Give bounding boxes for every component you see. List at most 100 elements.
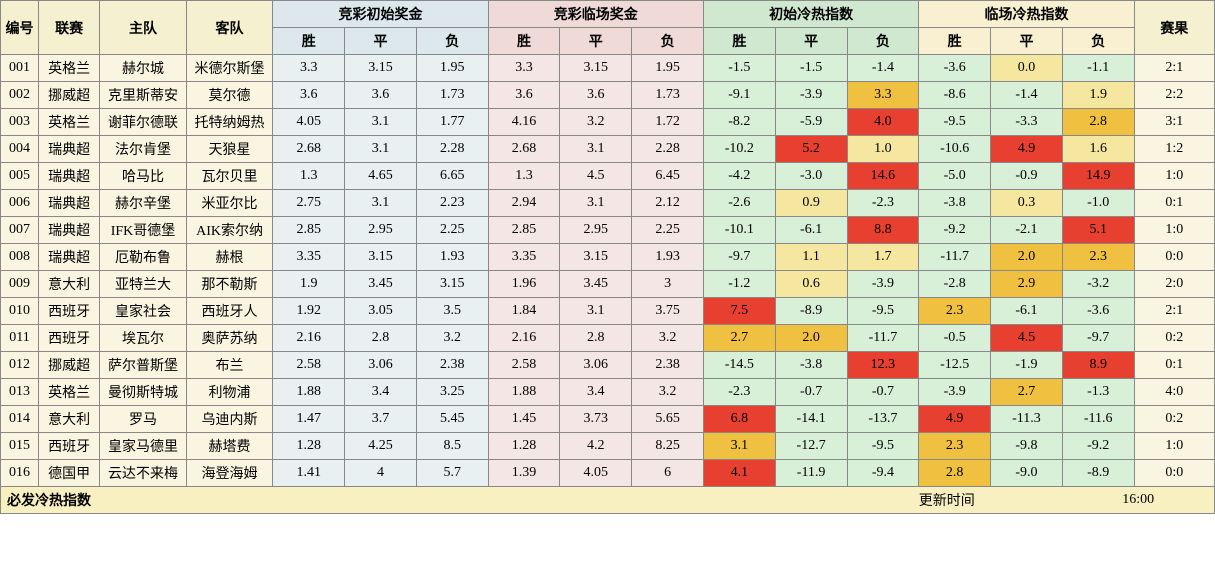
hdr-hl-win: 胜 — [919, 28, 991, 55]
cell-league: 瑞典超 — [39, 244, 100, 271]
table-row: 010西班牙皇家社会西班牙人1.923.053.51.843.13.757.5-… — [1, 298, 1215, 325]
cell-away: 托特纳姆热 — [186, 109, 273, 136]
cell-odds-live-2: 2.25 — [632, 217, 704, 244]
cell-hot-init-0: 4.1 — [703, 460, 775, 487]
cell-odds-init-1: 3.4 — [345, 379, 417, 406]
cell-odds-live-1: 3.6 — [560, 82, 632, 109]
cell-result: 0:2 — [1134, 325, 1214, 352]
cell-hot-init-1: -3.8 — [775, 352, 847, 379]
cell-odds-init-0: 1.92 — [273, 298, 345, 325]
cell-hot-live-0: -2.8 — [919, 271, 991, 298]
cell-id: 015 — [1, 433, 39, 460]
footer-update-time: 16:00 — [1062, 487, 1214, 514]
cell-odds-live-2: 6.45 — [632, 163, 704, 190]
hdr-result: 赛果 — [1134, 1, 1214, 55]
cell-league: 德国甲 — [39, 460, 100, 487]
cell-hot-init-0: -2.6 — [703, 190, 775, 217]
cell-hot-init-0: -4.2 — [703, 163, 775, 190]
table-row: 009意大利亚特兰大那不勒斯1.93.453.151.963.453-1.20.… — [1, 271, 1215, 298]
cell-odds-live-2: 1.73 — [632, 82, 704, 109]
table-body: 001英格兰赫尔城米德尔斯堡3.33.151.953.33.151.95-1.5… — [1, 55, 1215, 487]
cell-hot-init-0: -1.2 — [703, 271, 775, 298]
cell-hot-live-2: -1.0 — [1062, 190, 1134, 217]
cell-away: 那不勒斯 — [186, 271, 273, 298]
cell-hot-init-1: -3.9 — [775, 82, 847, 109]
cell-result: 3:1 — [1134, 109, 1214, 136]
cell-hot-init-2: -2.3 — [847, 190, 919, 217]
cell-odds-init-2: 1.95 — [416, 55, 488, 82]
cell-result: 4:0 — [1134, 379, 1214, 406]
cell-result: 1:0 — [1134, 433, 1214, 460]
cell-hot-init-0: -9.1 — [703, 82, 775, 109]
cell-away: 利物浦 — [186, 379, 273, 406]
cell-hot-live-2: 8.9 — [1062, 352, 1134, 379]
cell-result: 0:2 — [1134, 406, 1214, 433]
table-row: 008瑞典超厄勒布鲁赫根3.353.151.933.353.151.93-9.7… — [1, 244, 1215, 271]
cell-odds-init-0: 1.9 — [273, 271, 345, 298]
cell-hot-init-0: 2.7 — [703, 325, 775, 352]
cell-away: 奥萨苏纳 — [186, 325, 273, 352]
cell-odds-init-2: 2.28 — [416, 136, 488, 163]
cell-hot-init-0: -10.1 — [703, 217, 775, 244]
cell-result: 2:0 — [1134, 271, 1214, 298]
cell-hot-live-1: -1.9 — [991, 352, 1063, 379]
cell-odds-init-1: 4 — [345, 460, 417, 487]
cell-hot-live-1: -3.3 — [991, 109, 1063, 136]
cell-hot-init-2: -9.4 — [847, 460, 919, 487]
cell-league: 西班牙 — [39, 433, 100, 460]
cell-hot-init-1: 2.0 — [775, 325, 847, 352]
cell-odds-init-2: 2.25 — [416, 217, 488, 244]
cell-hot-live-0: -9.2 — [919, 217, 991, 244]
cell-odds-init-0: 4.05 — [273, 109, 345, 136]
cell-odds-init-0: 2.16 — [273, 325, 345, 352]
table-row: 011西班牙埃瓦尔奥萨苏纳2.162.83.22.162.83.22.72.0-… — [1, 325, 1215, 352]
cell-home: 罗马 — [100, 406, 187, 433]
cell-hot-live-2: -1.3 — [1062, 379, 1134, 406]
cell-odds-live-0: 2.16 — [488, 325, 560, 352]
cell-hot-init-2: 8.8 — [847, 217, 919, 244]
cell-hot-init-2: 1.0 — [847, 136, 919, 163]
cell-odds-live-0: 2.58 — [488, 352, 560, 379]
table-row: 005瑞典超哈马比瓦尔贝里1.34.656.651.34.56.45-4.2-3… — [1, 163, 1215, 190]
cell-odds-init-1: 3.7 — [345, 406, 417, 433]
hdr-ol-draw: 平 — [560, 28, 632, 55]
cell-id: 003 — [1, 109, 39, 136]
cell-league: 瑞典超 — [39, 136, 100, 163]
cell-odds-init-2: 3.25 — [416, 379, 488, 406]
cell-odds-live-1: 3.1 — [560, 190, 632, 217]
cell-home: IFK哥德堡 — [100, 217, 187, 244]
hdr-ol-win: 胜 — [488, 28, 560, 55]
hdr-hot-init: 初始冷热指数 — [703, 1, 918, 28]
cell-away: 乌迪内斯 — [186, 406, 273, 433]
cell-hot-live-2: 5.1 — [1062, 217, 1134, 244]
cell-league: 英格兰 — [39, 109, 100, 136]
hdr-hl-lose: 负 — [1062, 28, 1134, 55]
cell-hot-live-1: -0.9 — [991, 163, 1063, 190]
table-row: 007瑞典超IFK哥德堡AIK索尔纳2.852.952.252.852.952.… — [1, 217, 1215, 244]
cell-id: 013 — [1, 379, 39, 406]
cell-hot-init-2: 12.3 — [847, 352, 919, 379]
cell-id: 009 — [1, 271, 39, 298]
cell-result: 2:2 — [1134, 82, 1214, 109]
hdr-oi-lose: 负 — [416, 28, 488, 55]
cell-hot-init-1: 0.6 — [775, 271, 847, 298]
cell-hot-live-1: -6.1 — [991, 298, 1063, 325]
cell-league: 瑞典超 — [39, 190, 100, 217]
hdr-oi-win: 胜 — [273, 28, 345, 55]
cell-id: 010 — [1, 298, 39, 325]
cell-odds-init-2: 1.93 — [416, 244, 488, 271]
cell-hot-live-0: -9.5 — [919, 109, 991, 136]
cell-odds-init-1: 4.65 — [345, 163, 417, 190]
cell-hot-init-1: -11.9 — [775, 460, 847, 487]
cell-id: 008 — [1, 244, 39, 271]
cell-hot-init-1: 0.9 — [775, 190, 847, 217]
cell-hot-init-0: 7.5 — [703, 298, 775, 325]
cell-odds-init-1: 4.25 — [345, 433, 417, 460]
cell-away: 布兰 — [186, 352, 273, 379]
cell-id: 004 — [1, 136, 39, 163]
cell-odds-live-0: 1.88 — [488, 379, 560, 406]
cell-hot-live-2: 1.9 — [1062, 82, 1134, 109]
cell-hot-live-0: -11.7 — [919, 244, 991, 271]
cell-away: 瓦尔贝里 — [186, 163, 273, 190]
hdr-hot-live: 临场冷热指数 — [919, 1, 1134, 28]
